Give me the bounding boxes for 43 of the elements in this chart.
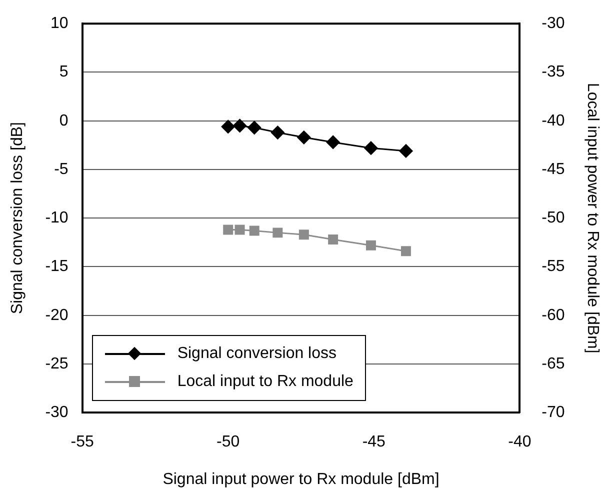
y2-tick-label: -55 (542, 258, 565, 276)
x-axis-title: Signal input power to Rx module [dBm] (162, 470, 440, 488)
y2-tick-label: -50 (542, 210, 565, 227)
point (364, 141, 378, 155)
y2-tick-label: -30 (542, 15, 565, 32)
x-tick-label: -50 (216, 434, 240, 451)
y2-axis-title: Local input power to Rx module [dBm] (584, 82, 601, 354)
y2-tick-label: -65 (542, 355, 565, 372)
y-axis-title: Signal conversion loss [dB] (9, 122, 26, 314)
y2-tick-label: -70 (542, 404, 565, 422)
legend-label: Signal conversion loss (177, 344, 337, 363)
y-tick-label: 0 (59, 112, 68, 130)
y-tick-label: -15 (45, 258, 68, 276)
y2-tick-label: -60 (542, 306, 565, 324)
y-tick-label: -10 (45, 210, 68, 227)
y2-tick-label: -45 (542, 160, 565, 178)
point (328, 234, 338, 244)
y2-tick-label: -35 (542, 64, 565, 81)
point (221, 120, 235, 134)
x-tick-label: -55 (70, 434, 94, 451)
point (366, 240, 376, 250)
y2-tick-label: -40 (542, 112, 565, 130)
x-tick-label: -40 (508, 434, 532, 451)
point (249, 226, 260, 236)
y-tick-label: -20 (45, 306, 68, 324)
legend-label: Local input to Rx module (177, 372, 354, 391)
point (272, 228, 283, 238)
point (270, 126, 284, 140)
point (400, 246, 411, 256)
point (233, 118, 247, 132)
point (223, 224, 234, 235)
x-tick-label: -45 (362, 434, 386, 451)
point (298, 230, 309, 240)
point (399, 144, 413, 158)
point (326, 135, 340, 149)
y-tick-label: 10 (50, 15, 68, 32)
point (248, 120, 262, 134)
y-tick-label: -5 (54, 160, 68, 178)
point (234, 224, 245, 235)
y-tick-label: -30 (45, 404, 68, 422)
y-tick-label: -25 (45, 355, 68, 372)
y-tick-label: 5 (59, 64, 68, 81)
point (297, 130, 311, 144)
